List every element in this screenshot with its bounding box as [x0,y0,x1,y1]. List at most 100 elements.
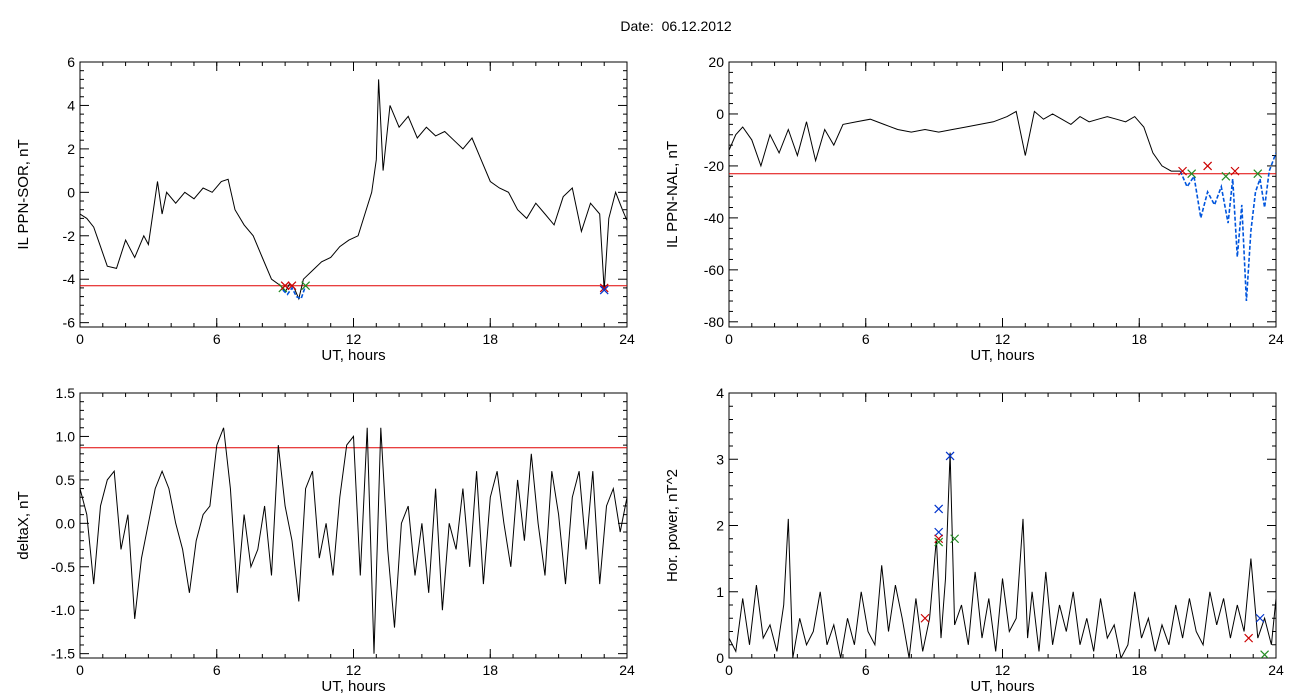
x-marker [1260,650,1270,658]
y-axis-title: IL PPN-NAL, nT [664,141,681,248]
x-marker [287,281,297,291]
plot-area [80,427,627,654]
x-marker [301,281,311,291]
y-tick-label: -40 [704,210,724,226]
x-marker [934,537,944,547]
chart-panel-p2: 0 6 12 18 24 -80 -60 -40 -20 0 20 UT, hours IL PPN-N… [664,54,1284,364]
plot-area [729,451,1276,658]
chart-panel-p3: 0 6 12 18 24 -1.5 -1.0 -0.5 0.0 0.5 1.0 1.5 UT, hour… [15,385,635,695]
y-tick-label: 0.5 [56,472,76,488]
y-tick-label: 1.5 [56,385,76,401]
x-tick-label: 24 [1268,331,1284,347]
x-tick-label: 6 [862,662,870,678]
x-marker-stroke [934,504,944,514]
x-axis-title: UT, hours [970,678,1034,695]
x-marker [934,534,944,544]
x-marker-stroke [1221,171,1231,181]
x-tick-label: 6 [213,331,221,347]
plot-frame [79,392,628,659]
plot-area [80,79,627,301]
y-tick-label: 3 [716,451,724,467]
x-marker [1178,166,1187,176]
x-marker [1230,166,1240,176]
x-tick-label: 18 [482,662,498,678]
y-tick-label: 2 [67,141,75,157]
x-marker [1221,171,1231,181]
highlight-segment [1179,152,1276,302]
y-tick-label: -20 [704,158,724,174]
y-tick-label: -2 [63,228,76,244]
x-tick-label: 12 [346,662,362,678]
y-axis-title: deltaX, nT [15,491,32,559]
x-tick-label: 18 [482,331,498,347]
x-marker [1253,169,1263,179]
y-tick-label: -4 [63,271,76,287]
x-marker [1187,169,1197,179]
series-line [80,79,627,301]
x-tick-label: 18 [1131,662,1147,678]
y-tick-label: 6 [67,54,75,70]
y-tick-label: -60 [704,262,724,278]
x-tick-label: 0 [76,662,84,678]
x-tick-label: 6 [213,662,221,678]
x-marker [1255,613,1265,623]
x-tick-label: 6 [862,331,870,347]
x-tick-label: 12 [346,331,362,347]
plot-area [729,110,1276,302]
y-tick-label: -6 [63,315,76,331]
y-tick-label: 4 [67,97,75,113]
plot-frame [79,61,628,328]
x-tick-label: 0 [725,662,733,678]
highlight-segment [282,285,307,300]
x-marker [934,527,944,537]
series-line [80,427,627,654]
y-tick-label: -1.5 [51,646,75,662]
y-tick-label: -1.0 [51,602,75,618]
x-marker [599,283,609,293]
x-axis-title: UT, hours [321,678,385,695]
x-tick-label: 0 [725,331,733,347]
x-marker-stroke [1244,633,1254,643]
x-marker-stroke [934,527,944,537]
y-tick-label: -80 [704,314,724,330]
x-tick-label: 24 [619,331,635,347]
x-marker-stroke [1253,169,1263,179]
x-tick-label: 12 [995,331,1011,347]
x-marker [920,613,930,623]
x-marker [280,281,290,291]
y-tick-label: 0 [716,106,724,122]
x-marker [934,504,944,514]
x-axis-title: UT, hours [321,347,385,364]
x-marker-stroke [1178,166,1187,176]
y-tick-label: 0.0 [56,515,76,531]
plot-frame [728,61,1277,328]
x-marker-stroke [934,537,944,547]
y-tick-label: 1.0 [56,428,76,444]
x-marker [950,534,960,544]
y-axis-title: IL PPN-SOR, nT [15,139,32,249]
y-tick-label: 20 [708,54,724,70]
x-marker-stroke [920,613,930,623]
x-marker-stroke [945,451,955,461]
x-marker [1244,633,1254,643]
page-title: Date: 06.12.2012 [620,18,732,34]
x-marker-stroke [934,534,944,544]
x-marker-stroke [599,285,609,295]
x-marker-stroke [1255,613,1265,623]
x-marker-stroke [280,281,290,291]
x-tick-label: 24 [1268,662,1284,678]
x-marker-stroke [301,281,311,291]
y-tick-label: 0 [716,650,724,666]
x-tick-label: 0 [76,331,84,347]
y-tick-label: -0.5 [51,559,75,575]
series-line [729,452,1276,658]
y-tick-label: 0 [67,184,75,200]
x-marker-stroke [1260,650,1270,658]
x-marker [945,451,955,461]
y-tick-label: 4 [716,385,724,401]
y-tick-label: 1 [716,584,724,600]
y-axis-title: Hor. power, nT^2 [664,469,681,582]
